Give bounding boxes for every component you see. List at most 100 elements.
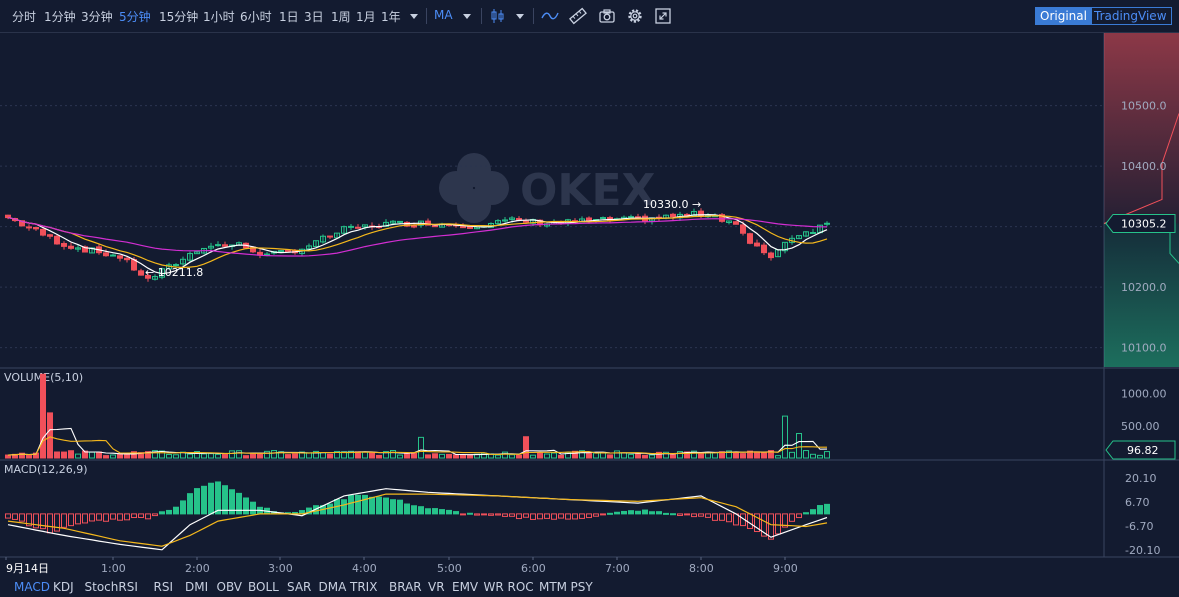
volume-bar	[257, 453, 263, 459]
ask-depth-area	[1104, 33, 1179, 224]
indicator-tab-obv[interactable]: OBV	[216, 580, 243, 594]
indicator-tab-emv[interactable]: EMV	[452, 580, 479, 594]
indicator-tab-boll[interactable]: BOLL	[248, 580, 279, 594]
line-indicator-icon[interactable]	[541, 7, 559, 25]
indicator-tab-roc[interactable]: ROC	[507, 580, 534, 594]
time-tick-label: 2:00	[185, 562, 210, 575]
indicator-tab-mtm[interactable]: MTM	[539, 580, 568, 594]
candle	[467, 226, 473, 229]
volume-bar	[201, 453, 207, 459]
candle	[215, 244, 221, 247]
indicator-tab-vr[interactable]: VR	[428, 580, 445, 594]
interval-6h[interactable]: 6小时	[240, 10, 272, 24]
volume-bar	[40, 373, 46, 459]
macd-histogram-bar	[824, 503, 830, 515]
indicator-tab-psy[interactable]: PSY	[570, 580, 593, 594]
macd-histogram-bar	[593, 513, 599, 517]
interval-1w[interactable]: 1周	[331, 10, 351, 24]
candlestick-type-icon[interactable]	[489, 7, 507, 25]
volume-bar	[75, 453, 81, 459]
gear-icon[interactable]	[626, 7, 644, 25]
view-tradingview-button[interactable]: TradingView	[1089, 7, 1172, 25]
macd-histogram-bar	[243, 497, 249, 515]
volume-bar	[558, 454, 564, 459]
macd-histogram-bar	[138, 513, 144, 518]
volume-bar	[411, 452, 417, 459]
fullscreen-icon[interactable]	[654, 7, 672, 25]
candle	[502, 219, 508, 222]
volume-bar	[460, 454, 466, 459]
indicator-tab-kdj[interactable]: KDJ	[53, 580, 74, 594]
macd-histogram-bar	[474, 513, 480, 516]
candle	[719, 214, 725, 222]
volume-tick-label: 500.00	[1121, 420, 1160, 433]
candle	[124, 257, 130, 261]
volume-bar	[740, 453, 746, 459]
ma-mid-line	[7, 215, 828, 269]
macd-histogram-bar	[12, 513, 18, 520]
candle	[691, 211, 697, 217]
macd-histogram-bar	[663, 512, 669, 515]
interval-1mo[interactable]: 1月	[356, 10, 376, 24]
macd-histogram-bar	[670, 513, 676, 516]
interval-1h[interactable]: 1小时	[203, 10, 235, 24]
macd-histogram-bar	[418, 506, 424, 515]
candle	[355, 226, 361, 229]
macd-histogram-bar	[467, 512, 473, 515]
volume-bar	[523, 436, 529, 459]
indicator-tab-rsi[interactable]: RSI	[153, 580, 174, 594]
macd-histogram-bar	[719, 513, 725, 521]
interval-1y[interactable]: 1年	[381, 10, 401, 24]
interval-15min[interactable]: 15分钟	[159, 10, 199, 24]
volume-bar	[362, 451, 368, 459]
volume-bar	[320, 452, 326, 459]
macd-histogram-bar	[19, 513, 25, 522]
macd-histogram-bar	[236, 492, 242, 515]
volume-bar	[264, 450, 270, 459]
indicator-tab-wr[interactable]: WR	[483, 580, 504, 594]
volume-bar	[754, 451, 760, 459]
macd-histogram-bar	[712, 513, 718, 521]
interval-3d[interactable]: 3日	[304, 10, 324, 24]
last-price-value: 10305.2	[1121, 217, 1167, 230]
candle	[348, 225, 354, 228]
macd-histogram-bar	[33, 513, 39, 529]
indicator-tab-sar[interactable]: SAR	[287, 580, 312, 594]
macd-histogram-bar	[201, 485, 207, 515]
price-tick-label: 10500.0	[1121, 100, 1167, 113]
interval-timeline[interactable]: 分时	[12, 10, 37, 24]
volume-bar	[397, 454, 403, 459]
macd-tick-label: -6.70	[1125, 520, 1153, 533]
camera-icon[interactable]	[598, 7, 616, 25]
indicator-tab-dmi[interactable]: DMI	[185, 580, 209, 594]
candle	[208, 245, 214, 249]
volume-bar	[663, 451, 669, 459]
price-tick-label: 10100.0	[1121, 342, 1167, 355]
indicator-tab-macd[interactable]: MACD	[14, 580, 50, 594]
indicator-tab-stochrsi[interactable]: StochRSI	[84, 580, 138, 594]
indicator-tab-trix[interactable]: TRIX	[350, 580, 378, 594]
ruler-icon[interactable]	[569, 7, 587, 25]
view-original-button[interactable]: Original	[1035, 7, 1092, 25]
volume-last-badge	[1105, 440, 1176, 460]
macd-histogram-bar	[103, 513, 109, 522]
indicator-dropdown-icon[interactable]	[458, 7, 476, 25]
volume-bar	[26, 454, 32, 459]
toolbar-divider	[481, 8, 482, 24]
candle	[397, 220, 403, 223]
interval-1d[interactable]: 1日	[279, 10, 299, 24]
candle	[747, 233, 753, 244]
macd-histogram-bar	[383, 497, 389, 515]
indicator-tab-dma[interactable]: DMA	[318, 580, 347, 594]
interval-dropdown-icon[interactable]	[405, 7, 423, 25]
interval-5min[interactable]: 5分钟	[119, 10, 151, 24]
interval-1min[interactable]: 1分钟	[44, 10, 76, 24]
chart-type-dropdown-icon[interactable]	[511, 7, 529, 25]
macd-histogram-bar	[649, 511, 655, 515]
candle	[152, 276, 158, 280]
volume-bar	[712, 452, 718, 459]
indicator-tab-brar[interactable]: BRAR	[389, 580, 422, 594]
interval-3min[interactable]: 3分钟	[81, 10, 113, 24]
indicator-ma[interactable]: MA	[434, 8, 453, 22]
